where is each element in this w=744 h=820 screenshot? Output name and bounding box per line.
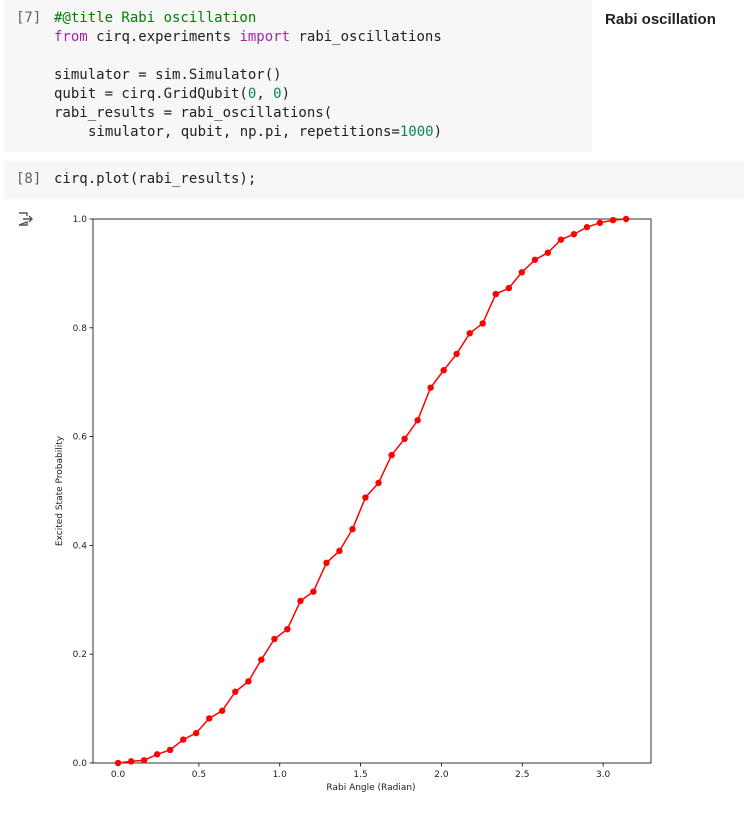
data-point (596, 219, 604, 227)
y-tick-label: 0.4 (73, 541, 88, 551)
data-point (349, 525, 356, 533)
x-tick-label: 1.0 (273, 770, 288, 780)
data-point (414, 417, 421, 424)
data-point (140, 757, 148, 764)
data-point (375, 479, 382, 487)
x-axis-label: Rabi Angle (Radian) (326, 783, 415, 793)
data-point (206, 715, 213, 722)
x-tick-label: 2.5 (515, 770, 529, 780)
code-token: 0 (273, 86, 282, 102)
code-token: ) (281, 86, 291, 102)
data-point (427, 384, 434, 391)
code-token: cirq.plot(rabi_results); (54, 171, 257, 187)
data-point (166, 746, 174, 754)
data-point (583, 223, 591, 231)
x-tick-label: 1.5 (353, 770, 367, 780)
data-point (127, 758, 135, 765)
data-point (518, 269, 526, 276)
x-tick-label: 3.0 (596, 770, 611, 780)
code-cell[interactable]: [8] cirq.plot(rabi_results); (4, 161, 744, 199)
output-icon[interactable] (17, 211, 35, 227)
data-point (401, 435, 408, 442)
y-axis-label: Excited State Probability (55, 435, 65, 546)
data-point (232, 688, 239, 695)
code-cell[interactable]: [7] #@title Rabi oscillation from cirq.ex… (4, 0, 592, 152)
code-token: cirq.experiments (96, 29, 232, 45)
code-token: , (256, 86, 274, 102)
data-point (323, 559, 330, 567)
y-tick-label: 0.0 (73, 759, 88, 769)
data-point (492, 290, 499, 298)
data-point (153, 751, 161, 758)
x-tick-label: 0.0 (111, 770, 126, 780)
data-point (258, 656, 265, 663)
data-point (245, 678, 252, 685)
code-token: import (239, 29, 291, 45)
data-point (180, 736, 187, 743)
data-point (622, 215, 630, 223)
code-token: rabi_oscillations (298, 29, 442, 45)
code: #@title Rabi oscillation from cirq.experi… (54, 9, 442, 142)
data-point (218, 707, 226, 714)
code-token: 0 (247, 86, 257, 102)
data-point (453, 350, 460, 358)
code-token: 1000 (399, 124, 434, 140)
data-point (570, 231, 578, 238)
chart: Rabi Angle (Radian) Excited State Probab… (55, 215, 652, 793)
code-token: from (54, 29, 88, 45)
output-icon-path (18, 212, 33, 226)
data-point (544, 249, 552, 256)
code: cirq.plot(rabi_results); (54, 170, 256, 189)
data-point (440, 367, 447, 374)
form-title: Rabi oscillation (605, 11, 716, 28)
plot-frame (92, 218, 652, 764)
data-point (271, 635, 278, 643)
y-tick-label: 0.6 (73, 433, 88, 443)
data-line (117, 218, 627, 764)
data-point (479, 320, 486, 327)
y-tick-label: 0.2 (73, 650, 87, 660)
data-point (192, 729, 200, 737)
data-point (114, 759, 122, 767)
data-point (557, 236, 565, 243)
code-token: ) (433, 124, 443, 140)
code-token: simulator = sim.Simulator() (54, 67, 282, 83)
data-point (531, 256, 539, 263)
data-point (336, 547, 343, 555)
cell-label: [7] (16, 10, 42, 26)
data-point (505, 284, 513, 292)
code-token: simulator, qubit, np.pi, repetitions= (88, 124, 400, 140)
data-point (609, 216, 617, 224)
data-point (310, 588, 317, 595)
code-token: #@title Rabi oscillation (54, 10, 257, 26)
cell-label: [8] (16, 171, 42, 187)
y-tick-label: 0.8 (73, 324, 88, 334)
data-point (297, 597, 304, 605)
data-point (284, 625, 291, 633)
x-tick-label: 0.5 (192, 770, 206, 780)
code-token: qubit = cirq.GridQubit( (54, 86, 248, 102)
y-tick-label: 1.0 (73, 215, 88, 225)
data-point (362, 494, 369, 501)
x-tick-label: 2.0 (434, 770, 449, 780)
data-point (466, 330, 473, 337)
code-token: rabi_results = rabi_oscillations( (54, 105, 333, 121)
data-point (388, 451, 395, 459)
